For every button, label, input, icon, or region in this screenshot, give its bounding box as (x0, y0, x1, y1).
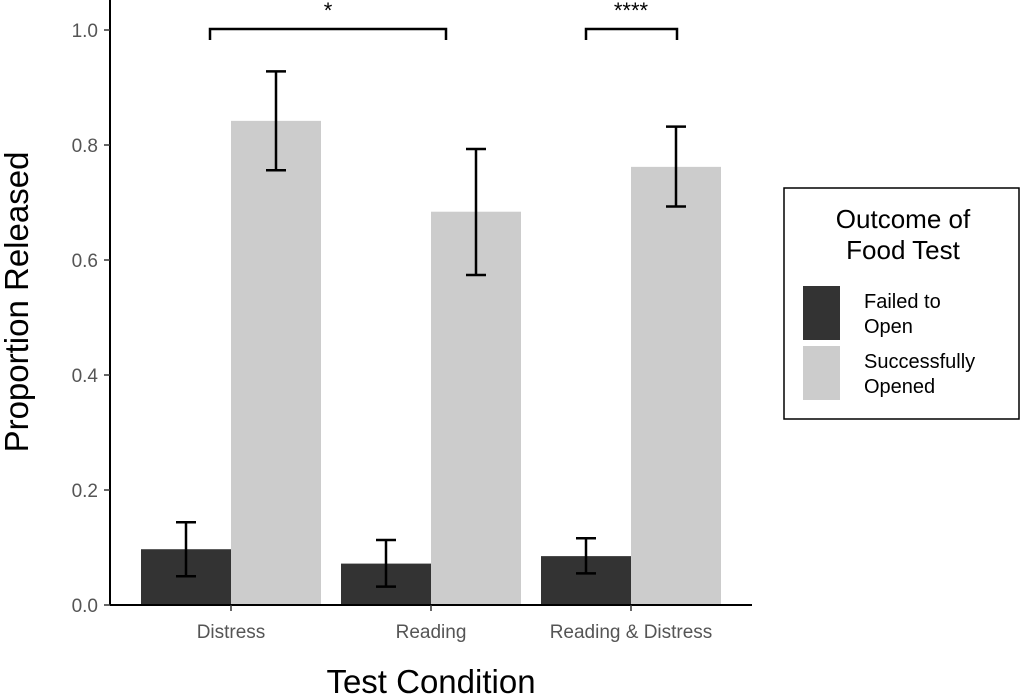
legend-title: Outcome of (836, 204, 971, 234)
y-axis-title: Proportion Released (0, 152, 35, 453)
axes: 0.0 0.2 0.4 0.6 0.8 1.0 Distress Reading Reading… (72, 0, 752, 643)
legend-label: Successfully (864, 351, 975, 373)
legend-title: Food Test (846, 235, 960, 265)
x-tick-label: Reading (396, 622, 467, 643)
y-tick-label: 0.0 (72, 596, 98, 617)
significance-bracket (208, 27, 448, 40)
x-tick-label: Reading & Distress (550, 622, 713, 643)
y-tick-label: 1.0 (72, 21, 98, 42)
bar (231, 120, 321, 605)
legend-label: Open (864, 316, 913, 338)
y-tick-label: 0.2 (72, 481, 98, 502)
legend-label: Opened (864, 376, 935, 398)
significance-label: **** (614, 0, 649, 23)
y-tick-label: 0.6 (72, 251, 98, 272)
y-tick-label: 0.8 (72, 136, 98, 157)
bar (431, 211, 521, 605)
bar (631, 166, 721, 605)
legend-label: Failed to (864, 291, 941, 313)
x-axis-title: Test Condition (326, 663, 535, 698)
x-tick-label: Distress (197, 622, 266, 643)
legend-swatch (803, 346, 840, 400)
y-tick-label: 0.4 (72, 366, 99, 387)
legend-swatch (803, 286, 840, 340)
significance-bracket (584, 27, 679, 40)
plot-area (141, 70, 721, 605)
significance-label: * (324, 0, 333, 23)
